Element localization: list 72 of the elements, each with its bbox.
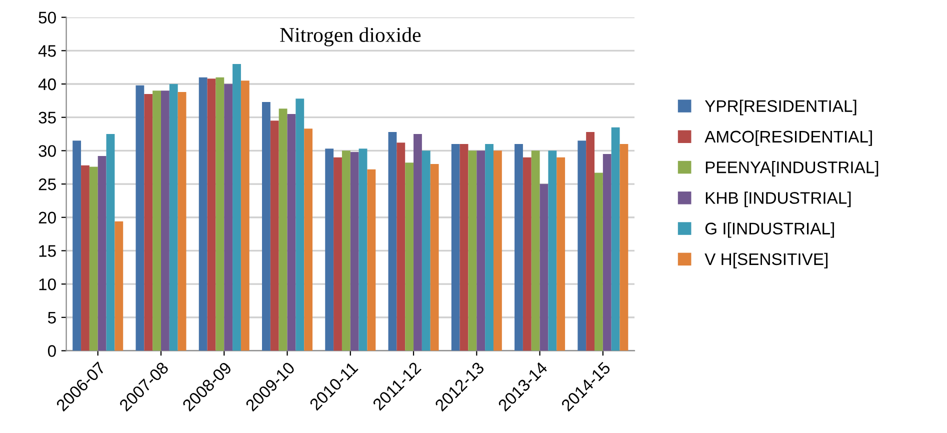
bar [620, 144, 628, 351]
bar [540, 184, 548, 351]
bar [304, 128, 313, 351]
bar [198, 77, 208, 351]
y-tick-label: 5 [48, 312, 56, 324]
bar [485, 144, 494, 351]
bar [468, 150, 477, 351]
bar [106, 134, 115, 351]
bar [460, 144, 468, 351]
legend-label: YPR[RESIDENTIAL] [704, 100, 856, 116]
bar [144, 94, 153, 351]
bar [232, 64, 241, 351]
bar [388, 132, 397, 351]
bar [169, 84, 178, 351]
bar [296, 98, 304, 351]
bar [72, 140, 82, 351]
bar [514, 144, 523, 351]
bar [89, 166, 98, 351]
y-tick-label: 15 [39, 245, 56, 257]
bar [114, 221, 124, 351]
y-tick-label: 10 [39, 278, 56, 290]
chart-title: Nitrogen dioxide [280, 27, 421, 46]
legend-label: AMCO[RESIDENTIAL] [704, 130, 872, 146]
bar [414, 134, 422, 351]
bar [136, 85, 144, 351]
bar [578, 140, 586, 351]
bar [81, 165, 90, 351]
bar [430, 164, 439, 351]
bar [262, 102, 270, 351]
bar [548, 150, 557, 351]
bar [334, 157, 342, 351]
y-tick-label: 35 [38, 112, 56, 124]
bar [98, 156, 106, 351]
bar [602, 154, 612, 351]
bar [224, 84, 233, 351]
bar [325, 148, 334, 351]
bar [451, 144, 460, 351]
y-tick-label: 0 [48, 345, 56, 357]
bar [287, 114, 296, 351]
y-tick-label: 25 [38, 178, 56, 190]
bar [270, 120, 279, 351]
bar [611, 127, 620, 351]
bar [207, 78, 216, 351]
bar [216, 77, 224, 351]
legend-label: PEENYA[INDUSTRIAL] [706, 160, 878, 177]
bar [422, 150, 430, 351]
bar [594, 172, 603, 351]
bar [350, 152, 359, 351]
legend-label: V H[SENSITIVE] [704, 252, 828, 268]
bar [152, 90, 161, 351]
bar [522, 157, 532, 351]
bar [160, 90, 170, 351]
bar [278, 108, 288, 351]
bar [240, 80, 250, 351]
bar [367, 169, 376, 351]
bar [556, 157, 566, 351]
bar [586, 132, 595, 351]
y-tick-label: 20 [38, 212, 56, 224]
legend-label: G I[INDUSTRIAL] [705, 222, 834, 238]
bar [358, 148, 368, 351]
bar [178, 92, 186, 351]
bar [405, 162, 414, 351]
y-tick-label: 30 [38, 145, 56, 157]
legend-label: KHB [INDUSTRIAL] [706, 192, 851, 208]
bar [396, 142, 406, 351]
bar [493, 150, 502, 351]
bar [476, 150, 486, 351]
bar [531, 150, 540, 351]
y-tick-label: 45 [38, 45, 56, 57]
bar [342, 150, 350, 351]
y-tick-label: 50 [38, 12, 56, 24]
y-tick-label: 40 [38, 78, 56, 90]
